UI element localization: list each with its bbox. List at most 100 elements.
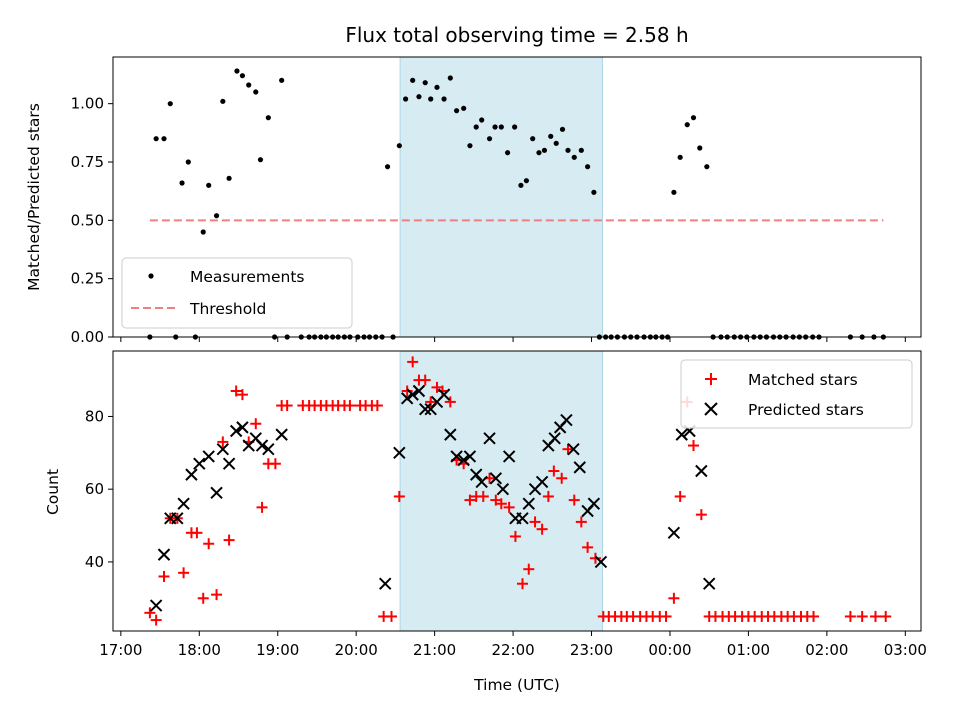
x-tick-label: 21:00 xyxy=(413,641,456,659)
predicted-star-point xyxy=(229,424,243,438)
top-y-axis-label: Matched/Predicted stars xyxy=(25,103,43,291)
predicted-star-point xyxy=(489,472,503,485)
matched-star-point xyxy=(503,501,515,513)
measurement-point xyxy=(578,147,584,153)
measurement-point xyxy=(492,124,498,130)
matched-star-point xyxy=(668,592,680,604)
predicted-star-point xyxy=(587,497,601,510)
matched-star-point xyxy=(477,490,489,502)
predicted-star-point xyxy=(483,432,496,445)
bottom-panel: 40 60 80 17:00 18:00 19:00 20:00 21:00 22:00 23:… xyxy=(44,350,927,694)
predicted-star-point xyxy=(535,475,549,489)
measurement-point xyxy=(153,136,159,142)
measurement-point xyxy=(486,136,493,142)
bottom-y-ticks: 40 60 80 xyxy=(85,407,113,571)
measurement-point xyxy=(403,96,409,102)
measurement-point xyxy=(265,115,271,121)
predicted-star-point xyxy=(157,548,171,561)
x-tick-label: 23:00 xyxy=(570,641,613,659)
matched-star-point xyxy=(589,552,601,564)
legend-predicted-marker xyxy=(704,402,718,416)
matched-star-point xyxy=(150,614,162,626)
predicted-star-point xyxy=(222,457,236,470)
predicted-star-point xyxy=(567,442,580,456)
x-tick-label: 00:00 xyxy=(648,641,691,659)
x-tick-label: 01:00 xyxy=(727,641,770,659)
legend-measurements-marker xyxy=(148,273,154,279)
measurement-point xyxy=(677,154,683,160)
matched-star-point xyxy=(575,516,587,528)
measurement-point xyxy=(553,140,559,146)
measurement-point xyxy=(498,124,504,130)
predicted-star-point xyxy=(393,446,406,460)
y-tick-label-bottom: 40 xyxy=(85,553,104,571)
top-panel: 0.00 0.25 0.50 0.75 1.00 Matched/Predicted s… xyxy=(25,56,922,346)
predicted-star-point xyxy=(450,450,463,463)
measurement-point xyxy=(441,96,447,102)
matched-star-point xyxy=(688,440,700,452)
matched-star-point xyxy=(436,385,448,397)
measurement-point xyxy=(467,143,473,149)
measurement-point xyxy=(504,150,511,156)
y-tick-label-bottom: 60 xyxy=(85,480,104,498)
measurement-point xyxy=(704,164,710,170)
bottom-legend: Matched stars Predicted stars xyxy=(680,359,913,429)
y-tick-label-bottom: 80 xyxy=(85,407,104,425)
x-tick-label: 20:00 xyxy=(335,641,378,659)
measurement-point xyxy=(213,213,220,219)
predicted-star-point xyxy=(444,428,457,441)
x-tick-label: 18:00 xyxy=(178,641,221,659)
top-y-ticks: 0.00 0.25 0.50 0.75 1.00 xyxy=(71,95,113,346)
legend-matched-marker xyxy=(705,373,717,385)
matched-star-point xyxy=(230,385,242,397)
matched-star-point xyxy=(256,501,268,513)
matched-star-point xyxy=(419,374,431,386)
x-tick-label: 17:00 xyxy=(99,641,142,659)
measurement-point xyxy=(239,73,246,79)
matched-star-point xyxy=(695,509,707,521)
x-axis-label: Time (UTC) xyxy=(473,676,560,694)
matched-star-point xyxy=(269,458,281,470)
y-tick-label-top: 0.25 xyxy=(71,270,104,288)
measurement-point xyxy=(548,133,554,139)
legend-threshold-label: Threshold xyxy=(189,300,266,318)
matched-star-point xyxy=(674,490,686,502)
predicted-star-point xyxy=(516,512,529,525)
predicted-star-point xyxy=(419,402,432,416)
matched-star-point xyxy=(203,538,215,550)
x-tick-label: 22:00 xyxy=(491,641,534,659)
predicted-star-point xyxy=(560,413,573,427)
measurement-point xyxy=(523,178,530,184)
measurement-point xyxy=(396,143,402,149)
bottom-y-axis-label: Count xyxy=(44,469,62,515)
predicted-star-point xyxy=(667,526,681,540)
measurement-point xyxy=(541,147,548,153)
measurement-point xyxy=(461,105,467,111)
matched-star-point xyxy=(425,396,437,408)
predicted-star-point xyxy=(702,577,716,590)
measurement-point xyxy=(684,122,690,128)
bottom-legend-box xyxy=(680,359,913,429)
predicted-star-point xyxy=(177,497,190,510)
predicted-star-point xyxy=(463,450,477,463)
matched-star-point xyxy=(236,389,248,401)
matched-star-point xyxy=(393,490,405,502)
predicted-star-point xyxy=(675,428,688,441)
legend-predicted-label: Predicted stars xyxy=(748,401,864,419)
x-tick-label: 19:00 xyxy=(256,641,299,659)
matched-star-point xyxy=(223,534,235,546)
measurement-point xyxy=(512,124,518,130)
predicted-star-point xyxy=(496,482,510,496)
bottom-axes-frame xyxy=(112,350,922,632)
predicted-star-point xyxy=(262,442,275,456)
predicted-star-point xyxy=(171,512,184,525)
y-tick-label-top: 1.00 xyxy=(71,95,104,113)
matched-star-point xyxy=(197,592,209,604)
matched-star-point xyxy=(516,578,528,590)
matched-star-point xyxy=(523,563,535,575)
measurements-points xyxy=(147,68,886,340)
matched-star-point xyxy=(495,498,507,510)
measurement-point xyxy=(226,175,232,181)
predicted-star-point xyxy=(502,450,516,463)
